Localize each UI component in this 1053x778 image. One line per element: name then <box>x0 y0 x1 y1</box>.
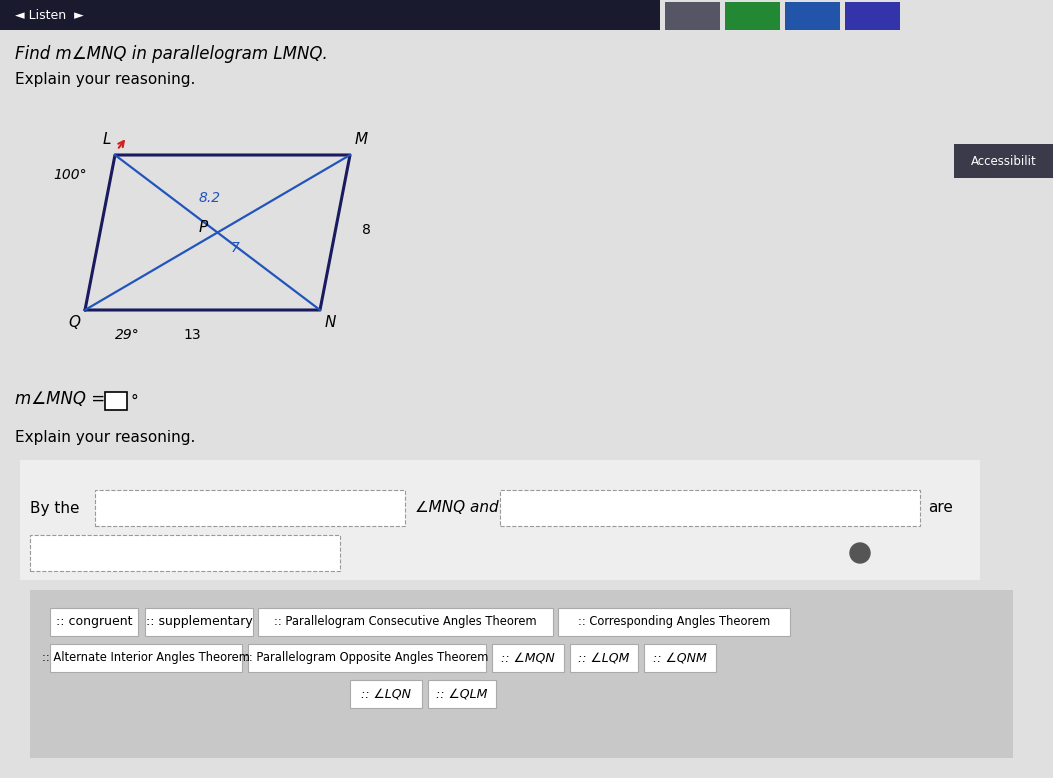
Text: :: Alternate Interior Angles Theorem: :: Alternate Interior Angles Theorem <box>42 651 250 664</box>
Bar <box>95 490 405 526</box>
Bar <box>492 644 564 672</box>
Text: :: ∠LQN: :: ∠LQN <box>361 688 411 700</box>
Bar <box>29 590 1013 758</box>
Text: :: Parallelogram Opposite Angles Theorem: :: Parallelogram Opposite Angles Theorem <box>245 651 489 664</box>
Text: 8.2: 8.2 <box>199 191 221 205</box>
Bar <box>784 2 840 30</box>
Bar <box>249 644 486 672</box>
Text: M: M <box>355 132 369 147</box>
Text: Explain your reasoning.: Explain your reasoning. <box>15 430 196 445</box>
Text: N: N <box>325 315 336 330</box>
Text: ∠MNQ and: ∠MNQ and <box>415 500 499 516</box>
Bar <box>350 680 422 708</box>
Bar <box>145 608 253 636</box>
Bar <box>570 644 638 672</box>
Text: 8: 8 <box>362 223 371 237</box>
Bar <box>726 2 780 30</box>
Bar <box>20 460 980 580</box>
Bar <box>29 535 340 571</box>
Bar <box>665 2 720 30</box>
Text: Q: Q <box>68 315 80 330</box>
Text: By the: By the <box>29 500 79 516</box>
Text: :: supplementary: :: supplementary <box>145 615 253 629</box>
Text: :: Corresponding Angles Theorem: :: Corresponding Angles Theorem <box>578 615 770 629</box>
Text: °: ° <box>131 394 139 408</box>
Bar <box>558 608 790 636</box>
FancyBboxPatch shape <box>954 144 1053 178</box>
Text: :: congruent: :: congruent <box>56 615 133 629</box>
Circle shape <box>850 543 870 563</box>
Text: 29°: 29° <box>115 328 140 342</box>
Text: Accessibilit: Accessibilit <box>971 155 1037 167</box>
Text: :: ∠QNM: :: ∠QNM <box>653 651 707 664</box>
Bar <box>0 0 660 30</box>
Bar <box>644 644 716 672</box>
Text: 7: 7 <box>231 240 240 254</box>
Text: 100°: 100° <box>54 168 87 182</box>
Text: ◄ Listen  ►: ◄ Listen ► <box>15 9 84 22</box>
Text: L: L <box>102 132 111 147</box>
Text: Explain your reasoning.: Explain your reasoning. <box>15 72 196 87</box>
Bar <box>428 680 496 708</box>
Bar <box>105 392 127 410</box>
Text: :: ∠MQN: :: ∠MQN <box>501 651 555 664</box>
Text: m∠MNQ =: m∠MNQ = <box>15 390 105 408</box>
Text: 13: 13 <box>183 328 201 342</box>
Bar <box>500 490 920 526</box>
Bar <box>49 608 138 636</box>
Text: Find m∠MNQ in parallelogram LMNQ.: Find m∠MNQ in parallelogram LMNQ. <box>15 45 327 63</box>
Text: P: P <box>199 220 208 235</box>
Bar <box>258 608 553 636</box>
Bar <box>845 2 900 30</box>
Bar <box>49 644 242 672</box>
Text: :: Parallelogram Consecutive Angles Theorem: :: Parallelogram Consecutive Angles Theo… <box>274 615 537 629</box>
Text: :: ∠LQM: :: ∠LQM <box>578 651 630 664</box>
Text: are: are <box>928 500 953 516</box>
Text: :: ∠QLM: :: ∠QLM <box>436 688 488 700</box>
